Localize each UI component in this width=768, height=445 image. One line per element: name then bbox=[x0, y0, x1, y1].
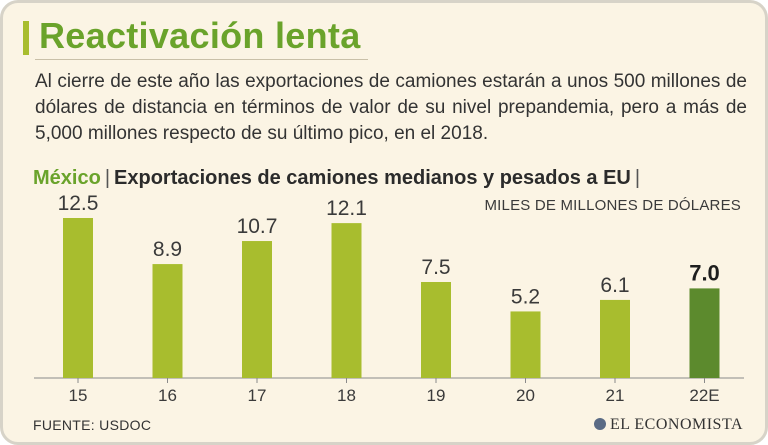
bar-value-label: 6.1 bbox=[600, 274, 629, 297]
intro-paragraph: Al cierre de este año las exportaciones … bbox=[35, 71, 747, 144]
bar bbox=[510, 311, 541, 378]
brand-name: EL ECONOMISTA bbox=[609, 416, 743, 433]
bar bbox=[421, 282, 451, 378]
bar-value-label: 7.5 bbox=[421, 256, 450, 279]
bar bbox=[331, 223, 362, 378]
chart-title-trailing-separator: | bbox=[634, 167, 641, 189]
chart-title: México | Exportaciones de camiones mediano… bbox=[33, 167, 644, 190]
bar-value-label: 7.0 bbox=[689, 260, 720, 285]
units-label: MILES DE MILLONES DE DÓLARES bbox=[484, 197, 741, 214]
x-tick-label: 17 bbox=[248, 386, 267, 405]
bar bbox=[689, 288, 720, 378]
headline-rule bbox=[35, 59, 368, 60]
bar bbox=[600, 299, 630, 378]
bar bbox=[152, 264, 183, 378]
globe-icon bbox=[593, 418, 606, 430]
chart-title-separator: | bbox=[104, 167, 111, 189]
bar-value-label: 12.1 bbox=[326, 197, 367, 220]
brand: EL ECONOMISTA bbox=[593, 416, 743, 434]
source-note: FUENTE: USDOC bbox=[33, 417, 152, 433]
chart-title-text: Exportaciones de camiones medianos y pes… bbox=[114, 167, 631, 189]
x-tick-label: 19 bbox=[427, 386, 446, 405]
chart-title-country: México bbox=[33, 167, 101, 189]
x-tick-label: 22E bbox=[689, 386, 719, 405]
x-tick-label: 15 bbox=[69, 386, 88, 405]
bar bbox=[242, 241, 272, 378]
bar-value-label: 12.5 bbox=[58, 192, 99, 215]
x-tick-label: 16 bbox=[158, 386, 177, 405]
x-tick-label: 21 bbox=[606, 386, 625, 405]
headline: Reactivación lenta bbox=[39, 15, 361, 56]
bar bbox=[63, 218, 93, 378]
x-tick-label: 20 bbox=[516, 386, 535, 405]
bar-value-label: 5.2 bbox=[511, 285, 540, 308]
bar-value-label: 8.9 bbox=[153, 238, 182, 261]
title-accent-bar bbox=[23, 21, 29, 55]
bar-value-label: 10.7 bbox=[237, 215, 278, 238]
x-tick-label: 18 bbox=[337, 386, 356, 405]
